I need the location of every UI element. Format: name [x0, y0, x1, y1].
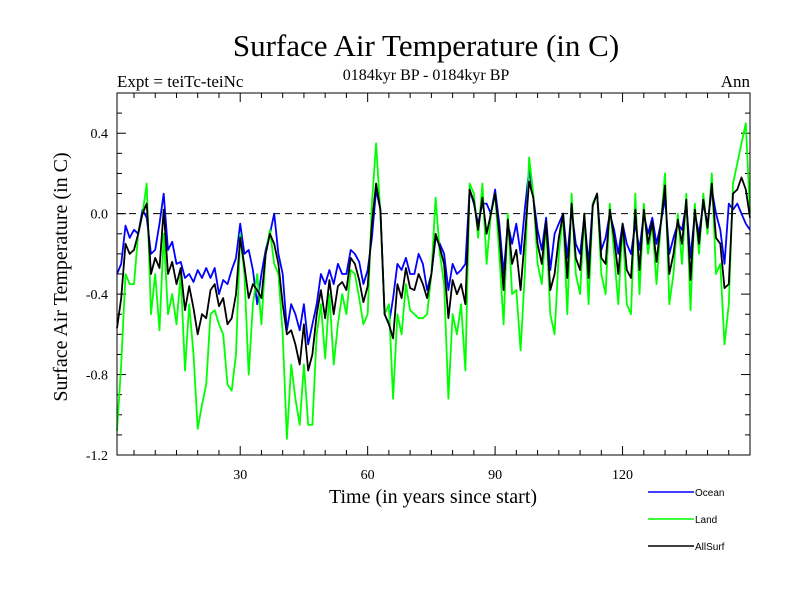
legend: Ocean Land AllSurf — [648, 488, 725, 553]
legend-item-allsurf: AllSurf — [648, 542, 725, 553]
legend-allsurf-label: AllSurf — [695, 542, 725, 553]
plot-area: 30 60 90 120 -1.2 -0.8 -0.4 0.0 0.4 — [86, 93, 751, 483]
season-label: Ann — [721, 72, 751, 91]
legend-ocean-label: Ocean — [695, 488, 724, 499]
y-tick-label: -1.2 — [86, 449, 108, 464]
x-tick-label: 30 — [233, 468, 247, 483]
y-axis-label: Surface Air Temperature (in C) — [50, 152, 72, 401]
legend-item-land: Land — [648, 515, 717, 526]
x-tick-label: 120 — [612, 468, 633, 483]
legend-item-ocean: Ocean — [648, 488, 724, 499]
x-tick-label: 90 — [488, 468, 502, 483]
y-tick-label: 0.0 — [91, 208, 109, 223]
x-axis-label: Time (in years since start) — [329, 486, 537, 508]
y-tick-label: -0.4 — [86, 288, 108, 303]
chart-subtitle: 0184kyr BP - 0184kyr BP — [343, 67, 510, 84]
series-line-land — [116, 122, 751, 440]
y-tick-label: 0.4 — [91, 127, 109, 142]
legend-land-label: Land — [695, 515, 717, 526]
y-tick-label: -0.8 — [86, 369, 108, 384]
plot-frame — [116, 92, 751, 456]
x-tick-label: 60 — [361, 468, 375, 483]
chart-title: Surface Air Temperature (in C) — [233, 28, 619, 63]
series-line-allsurf — [116, 176, 751, 372]
experiment-label: Expt = teiTc-teiNc — [117, 72, 244, 91]
